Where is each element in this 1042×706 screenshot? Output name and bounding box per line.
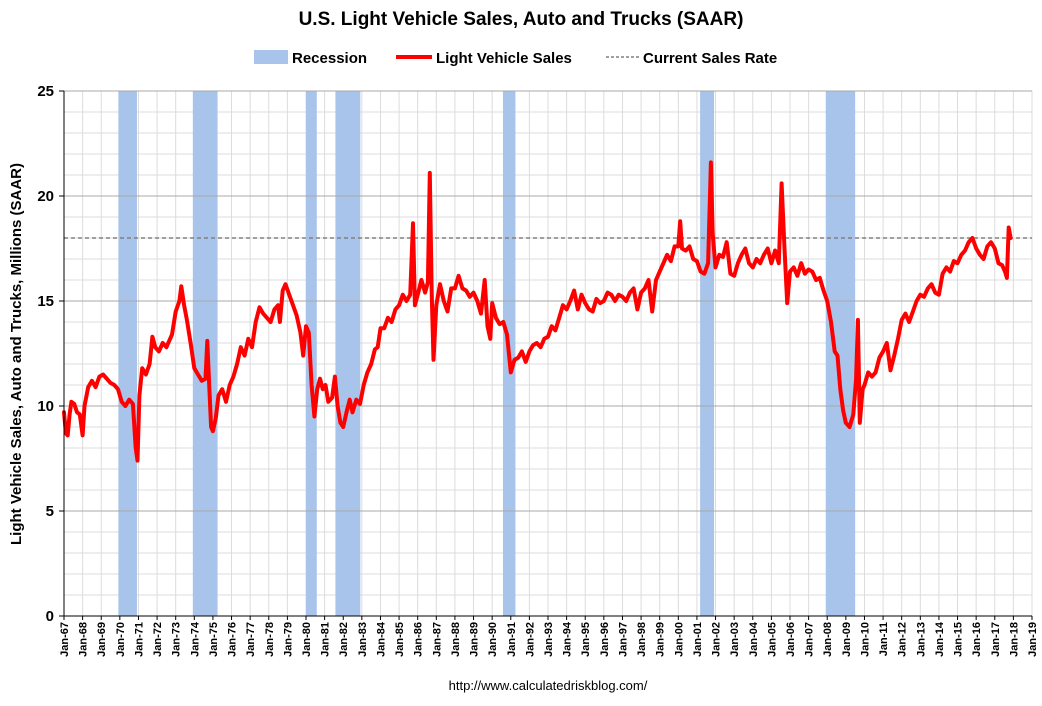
x-tick-label: Jan-02 [711, 622, 723, 657]
x-tick-label: Jan-14 [934, 621, 946, 657]
x-tick-label: Jan-99 [655, 622, 667, 657]
x-tick-label: Jan-90 [487, 622, 499, 657]
x-tick-label: Jan-72 [152, 622, 164, 657]
x-tick-label: Jan-77 [245, 622, 257, 657]
y-tick-label: 5 [46, 503, 54, 520]
recession-band [118, 91, 137, 616]
x-tick-label: Jan-68 [78, 622, 90, 657]
x-tick-label: Jan-75 [208, 622, 220, 657]
x-tick-label: Jan-69 [96, 622, 108, 657]
x-tick-label: Jan-88 [450, 622, 462, 657]
legend-label-current-rate: Current Sales Rate [643, 50, 777, 67]
x-tick-label: Jan-67 [59, 622, 71, 657]
x-tick-label: Jan-93 [543, 622, 555, 657]
x-tick-label: Jan-83 [357, 622, 369, 657]
x-tick-label: Jan-13 [915, 622, 927, 657]
x-tick-label: Jan-80 [301, 622, 313, 657]
x-tick-label: Jan-73 [171, 622, 183, 657]
x-tick-label: Jan-96 [599, 622, 611, 657]
x-tick-label: Jan-84 [376, 621, 388, 657]
x-tick-label: Jan-89 [469, 622, 481, 657]
x-tick-label: Jan-10 [860, 622, 872, 657]
x-tick-label: Jan-08 [822, 622, 834, 657]
x-tick-label: Jan-03 [729, 622, 741, 657]
x-tick-label: Jan-82 [338, 622, 350, 657]
x-tick-label: Jan-81 [320, 622, 332, 657]
x-tick-label: Jan-06 [785, 622, 797, 657]
legend: Recession Light Vehicle Sales Current Sa… [254, 50, 777, 67]
x-tick-label: Jan-01 [692, 622, 704, 657]
x-tick-label: Jan-79 [282, 622, 294, 657]
x-tick-label: Jan-07 [804, 622, 816, 657]
y-axis-label: Light Vehicle Sales, Auto and Trucks, Mi… [8, 163, 25, 545]
y-tick-label: 0 [46, 608, 54, 625]
legend-label-recession: Recession [292, 50, 367, 67]
x-tick-label: Jan-76 [227, 622, 239, 657]
major-gridlines [64, 90, 1032, 512]
x-tick-label: Jan-15 [953, 622, 965, 657]
x-tick-label: Jan-17 [990, 622, 1002, 657]
x-tick-label: Jan-16 [971, 622, 983, 657]
recession-band [825, 91, 856, 616]
y-tick-label: 10 [37, 398, 54, 415]
x-tick-label: Jan-98 [636, 622, 648, 657]
x-tick-label: Jan-71 [134, 622, 146, 657]
x-tick-label: Jan-18 [1008, 622, 1020, 657]
chart-title: U.S. Light Vehicle Sales, Auto and Truck… [299, 9, 744, 30]
x-tick-label: Jan-70 [115, 622, 127, 657]
x-tick-label: Jan-97 [618, 622, 630, 657]
x-tick-label: Jan-04 [748, 621, 760, 657]
source-url: http://www.calculatedriskblog.com/ [449, 678, 648, 693]
x-axis-ticks: Jan-67 Jan-68 Jan-69 Jan-70 Jan-71 Jan-72 Jan-… [59, 616, 1039, 657]
legend-swatch-recession [254, 50, 288, 64]
series-lines [62, 160, 1013, 463]
x-tick-label: Jan-86 [413, 622, 425, 657]
x-tick-label: Jan-78 [264, 622, 276, 657]
legend-label-sales: Light Vehicle Sales [436, 50, 572, 67]
x-tick-label: Jan-95 [580, 622, 592, 657]
x-tick-label: Jan-05 [766, 622, 778, 657]
x-tick-label: Jan-91 [506, 622, 518, 657]
y-tick-label: 25 [37, 83, 54, 100]
y-tick-label: 15 [37, 293, 54, 310]
y-tick-label: 20 [37, 188, 54, 205]
x-tick-label: Jan-94 [562, 621, 574, 657]
x-tick-label: Jan-11 [878, 622, 890, 656]
y-axis-ticks: 0 5 10 15 20 25 [37, 83, 64, 625]
x-tick-label: Jan-74 [189, 621, 201, 657]
x-tick-label: Jan-19 [1027, 622, 1039, 657]
x-tick-label: Jan-12 [897, 622, 909, 657]
x-tick-label: Jan-09 [841, 622, 853, 657]
x-tick-label: Jan-92 [524, 622, 536, 657]
x-tick-label: Jan-85 [394, 622, 406, 657]
x-tick-label: Jan-87 [431, 622, 443, 657]
series-line-light-vehicle-sales [62, 160, 1013, 463]
recession-band [335, 91, 361, 616]
x-tick-label: Jan-00 [673, 622, 685, 657]
